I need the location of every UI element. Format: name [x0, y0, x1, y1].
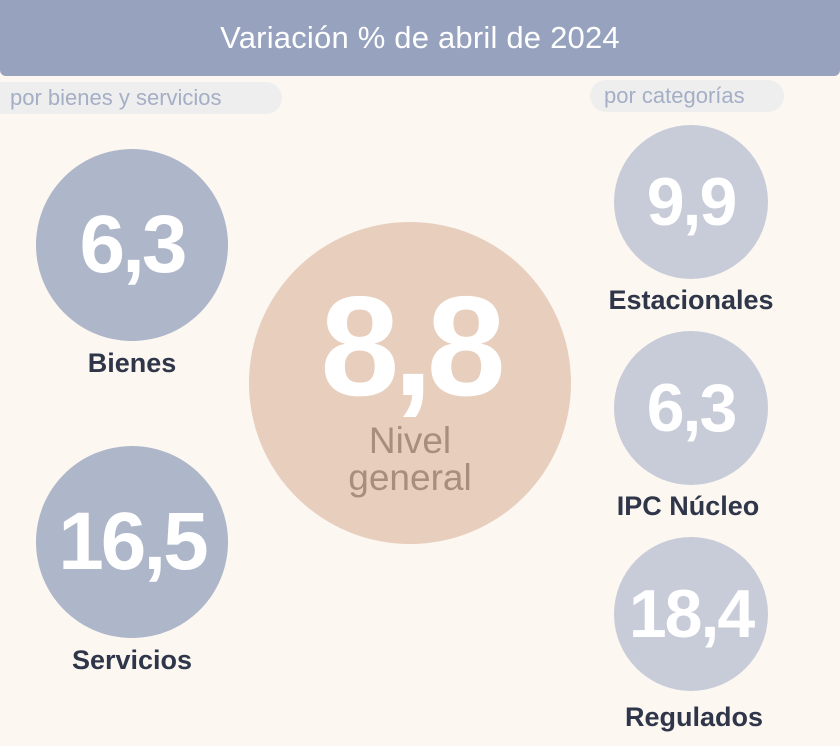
nivel-general-circle: 8,8 Nivel general	[249, 222, 571, 544]
bienes-circle: 6,3	[36, 149, 228, 341]
nivel-general-label-line2: general	[348, 457, 472, 498]
nivel-general-label: Nivel general	[348, 422, 471, 496]
estacionales-circle: 9,9	[614, 125, 768, 279]
estacionales-label: Estacionales	[608, 285, 774, 315]
regulados-label: Regulados	[624, 702, 764, 732]
regulados-value: 18,4	[628, 576, 755, 652]
nivel-general-value: 8,8	[320, 267, 505, 426]
bienes-value: 6,3	[79, 199, 188, 290]
bienes-label: Bienes	[87, 348, 177, 378]
ipc-nucleo-circle: 6,3	[614, 331, 768, 485]
header-title: Variación % de abril de 2024	[220, 20, 620, 55]
goods-services-tag: por bienes y servicios	[0, 82, 282, 114]
categories-tag: por categorías	[590, 80, 784, 112]
estacionales-value: 9,9	[646, 164, 738, 240]
ipc-nucleo-value: 6,3	[646, 370, 738, 446]
header-bar: Variación % de abril de 2024	[0, 0, 840, 76]
nivel-general-label-line1: Nivel	[368, 420, 452, 461]
regulados-circle: 18,4	[614, 537, 768, 691]
servicios-label: Servicios	[71, 645, 193, 675]
ipc-nucleo-label: IPC Núcleo	[616, 491, 760, 521]
servicios-circle: 16,5	[36, 446, 228, 638]
servicios-value: 16,5	[58, 496, 209, 587]
